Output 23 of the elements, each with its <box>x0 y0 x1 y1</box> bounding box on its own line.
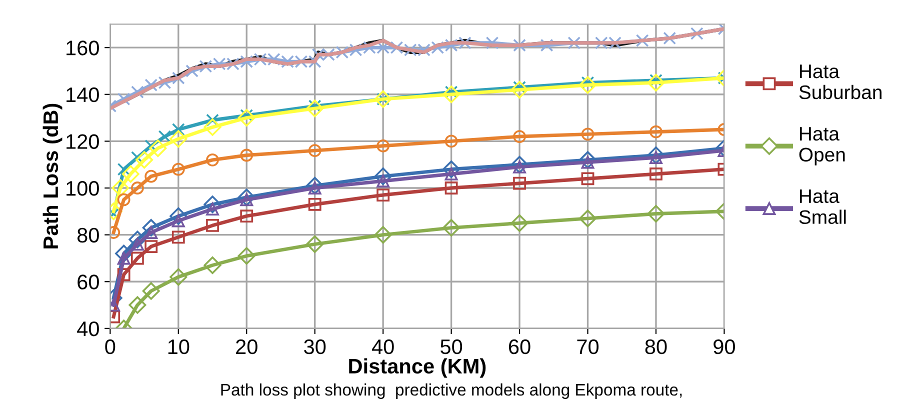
legend-label: Hata Open <box>799 127 845 166</box>
y-axis-title: Path Loss (dB) <box>42 104 62 248</box>
y-tick-label: 60 <box>78 274 99 290</box>
legend-label: Hata Suburban <box>799 64 882 100</box>
x-tick-label: 50 <box>440 339 462 354</box>
y-tick-label: 120 <box>66 134 99 149</box>
x-tick-label: 90 <box>714 339 735 354</box>
y-tick-label: 80 <box>77 228 99 243</box>
x-tick-label: 60 <box>509 339 530 354</box>
x-tick-label: 20 <box>236 339 258 354</box>
x-tick-label: 40 <box>372 339 394 354</box>
y-tick-label: 40 <box>77 321 99 336</box>
x-tick-label: 0 <box>105 339 116 354</box>
y-tick-label: 100 <box>66 181 99 196</box>
x-tick-label: 80 <box>645 339 667 354</box>
x-axis-title: Distance (KM) <box>349 358 486 378</box>
x-tick-label: 30 <box>304 339 326 354</box>
y-tick-label: 140 <box>66 87 99 102</box>
text: Path loss plot showing predictive models along Ekpoma route, <box>221 383 682 399</box>
x-tick-label: 10 <box>168 339 190 354</box>
legend-label: Hata Small <box>799 189 846 224</box>
x-tick-label: 70 <box>577 339 599 354</box>
y-tick-label: 160 <box>66 40 99 56</box>
